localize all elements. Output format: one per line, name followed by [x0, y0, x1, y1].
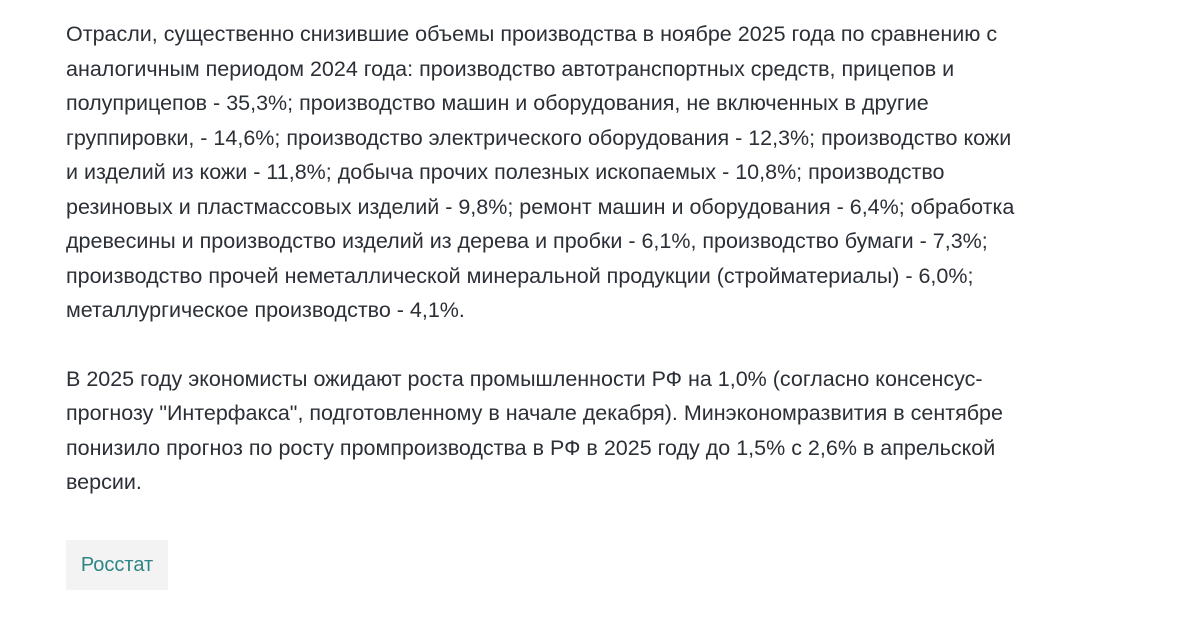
article-body: Отрасли, существенно снизившие объемы пр…: [66, 17, 1186, 500]
text-line: понизило прогноз по росту промпроизводст…: [66, 435, 996, 460]
text-line: прогнозу "Интерфакса", подготовленному в…: [66, 401, 1003, 425]
source-tag-link[interactable]: Росстат: [66, 540, 168, 590]
text-line: металлургическое производство - 4,1%.: [66, 298, 465, 322]
text-line: аналогичным периодом 2024 года: производ…: [66, 56, 955, 81]
text-line: производство прочей неметаллической мине…: [66, 263, 974, 288]
text-line: группировки, - 14,6%; производство элект…: [66, 125, 1012, 150]
text-line: В 2025 году экономисты ожидают роста про…: [66, 366, 983, 391]
text-line: версии.: [66, 470, 142, 494]
text-line: полуприцепов - 35,3%; производство машин…: [66, 91, 929, 115]
text-line: Отрасли, существенно снизившие объемы пр…: [66, 22, 998, 46]
paragraph-industries-decline: Отрасли, существенно снизившие объемы пр…: [66, 17, 1186, 328]
text-line: резиновых и пластмассовых изделий - 9,8%…: [66, 194, 1015, 219]
text-line: древесины и производство изделий из дере…: [66, 229, 988, 253]
paragraph-forecast: В 2025 году экономисты ожидают роста про…: [66, 362, 1186, 500]
text-line: и изделий из кожи - 11,8%; добыча прочих…: [66, 160, 945, 184]
